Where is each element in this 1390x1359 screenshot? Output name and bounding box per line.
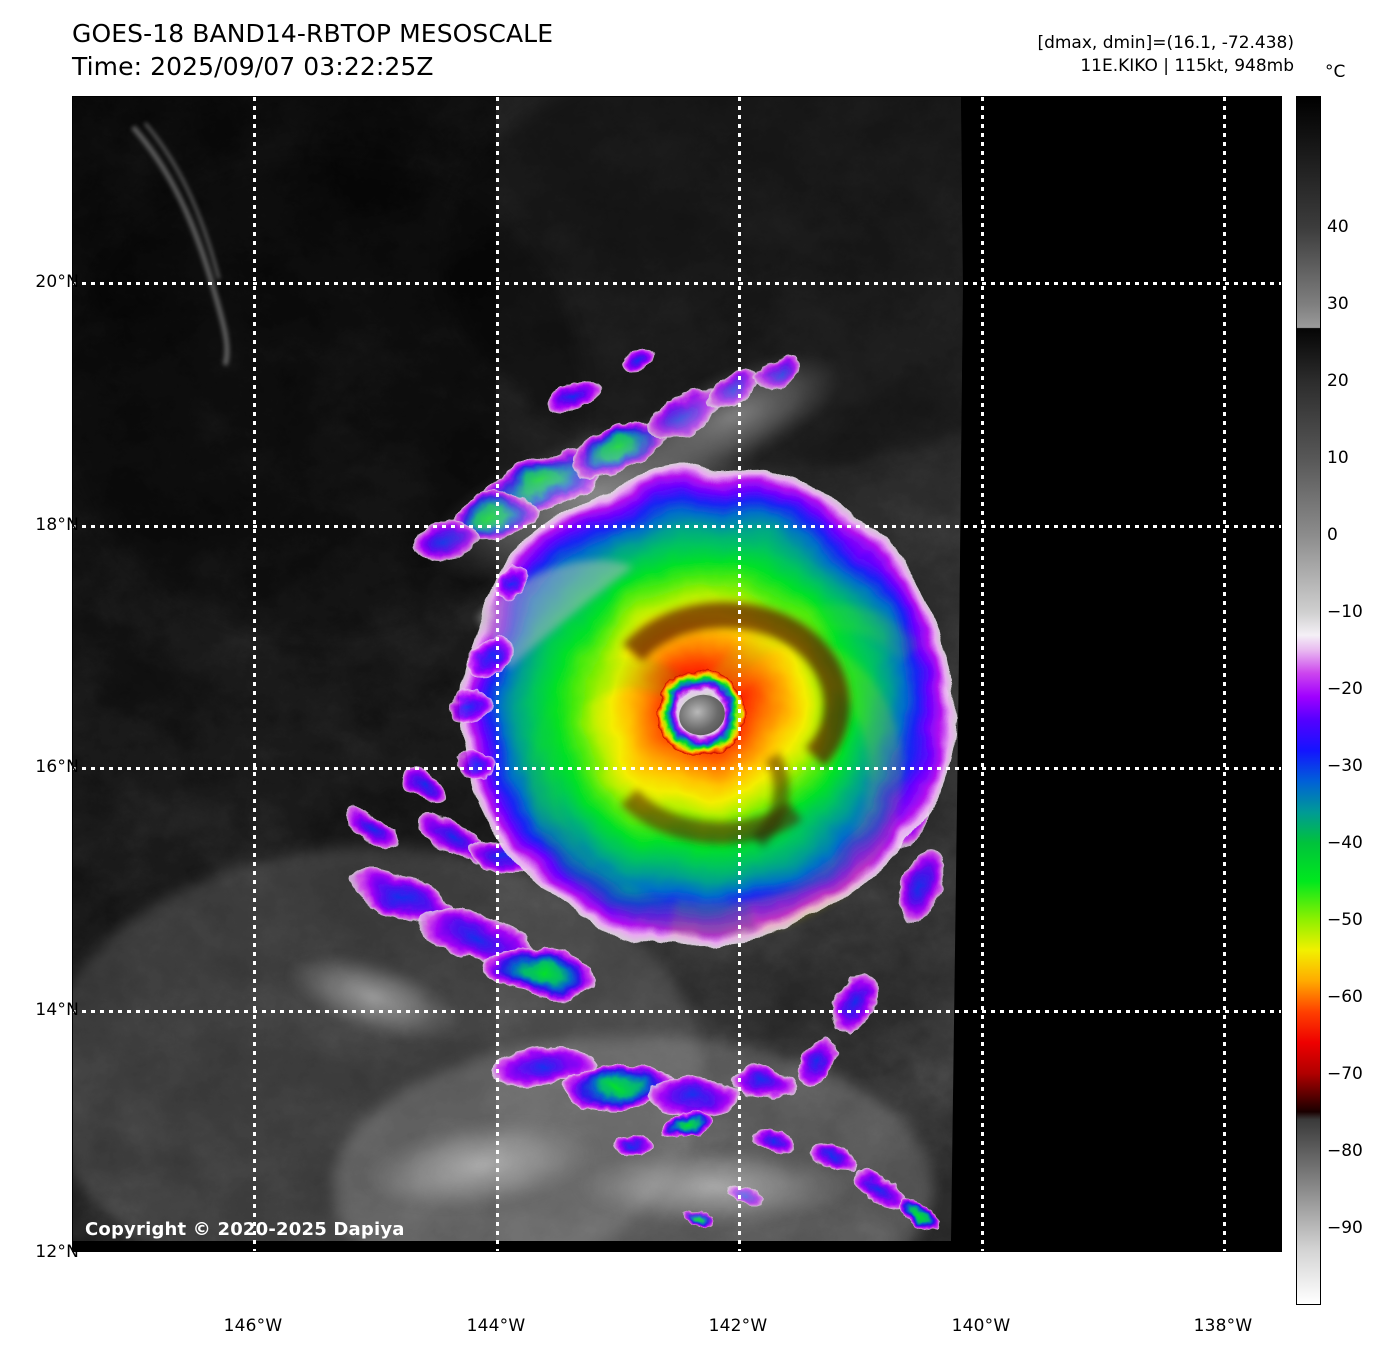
- ytick-label: 14°N: [35, 1000, 79, 1020]
- gridline-lat-18n: [73, 525, 1281, 528]
- colorbar-gradient: [1297, 97, 1320, 1304]
- colorbar-tick-label: 20: [1327, 370, 1349, 391]
- gridline-lon-142w: [738, 97, 741, 1251]
- gridline-lon-144w: [496, 97, 499, 1251]
- ytick-label: 16°N: [35, 757, 79, 777]
- colorbar-tick-label: −20: [1327, 678, 1363, 699]
- colorbar-tick-label: 0: [1327, 524, 1338, 545]
- colorbar-tick-label: −90: [1327, 1217, 1363, 1238]
- colorbar-tick-label: 30: [1327, 293, 1349, 314]
- gridline-lat-20n: [73, 282, 1281, 285]
- colorbar-tick-label: 40: [1327, 216, 1349, 237]
- colorbar-tick-label: −60: [1327, 986, 1363, 1007]
- colorbar-tick-label: −80: [1327, 1140, 1363, 1161]
- gridline-lat-16n: [73, 767, 1281, 770]
- gridline-lon-138w: [1223, 97, 1226, 1251]
- colorbar-tick-label: −10: [1327, 601, 1363, 622]
- colorbar-tick-label: 10: [1327, 447, 1349, 468]
- copyright-label: Copyright © 2020-2025 Dapiya: [85, 1219, 405, 1240]
- gridline-lon-140w: [981, 97, 984, 1251]
- colorbar: [1296, 96, 1321, 1305]
- ytick-label: 18°N: [35, 515, 79, 535]
- colorbar-unit-label: °C: [1325, 62, 1346, 82]
- gridline-lat-14n: [73, 1010, 1281, 1013]
- xtick-label: 146°W: [223, 1316, 283, 1336]
- xtick-label: 138°W: [1193, 1316, 1253, 1336]
- colorbar-tick-label: −50: [1327, 909, 1363, 930]
- satellite-plot: Copyright © 2020-2025 Dapiya: [72, 96, 1282, 1252]
- colorbar-tick-label: −70: [1327, 1063, 1363, 1084]
- title-block: GOES-18 BAND14-RBTOP MESOSCALE Time: 202…: [72, 18, 553, 83]
- colorbar-tick-label: −40: [1327, 832, 1363, 853]
- colorbar-tick-label: −30: [1327, 755, 1363, 776]
- dminmax-label: [dmax, dmin]=(16.1, -72.438): [1037, 33, 1294, 53]
- gridline-lon-146w: [253, 97, 256, 1251]
- page-title: GOES-18 BAND14-RBTOP MESOSCALE: [72, 19, 554, 48]
- xtick-label: 144°W: [466, 1316, 526, 1336]
- metadata-block: [dmax, dmin]=(16.1, -72.438) 11E.KIKO | …: [1037, 32, 1294, 78]
- satellite-imagery: [73, 97, 1281, 1251]
- xtick-label: 142°W: [708, 1316, 768, 1336]
- ytick-label: 12°N: [35, 1242, 79, 1262]
- ytick-label: 20°N: [35, 272, 79, 292]
- timestamp-label: Time: 2025/09/07 03:22:25Z: [72, 51, 434, 81]
- satellite-image-canvas: Copyright © 2020-2025 Dapiya: [73, 97, 1281, 1251]
- storm-info-label: 11E.KIKO | 115kt, 948mb: [1080, 55, 1294, 76]
- xtick-label: 140°W: [951, 1316, 1011, 1336]
